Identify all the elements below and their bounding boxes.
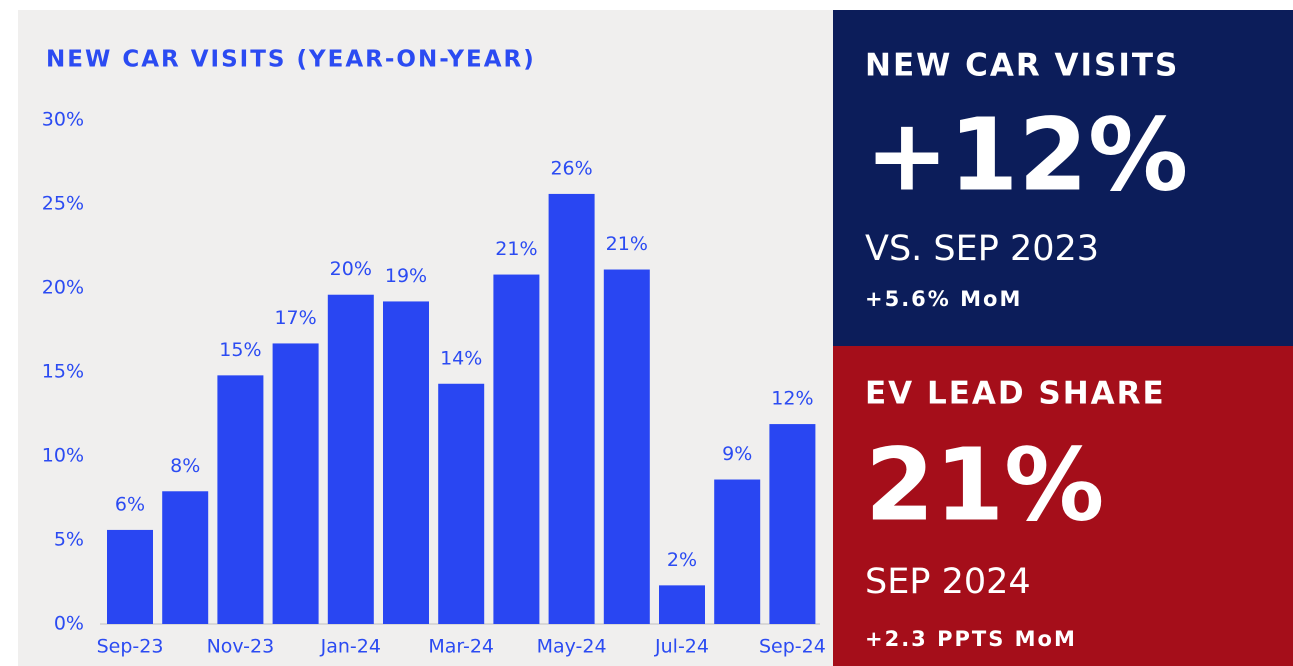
bar [769,424,816,624]
bar [162,491,209,624]
bar [217,375,264,624]
x-tick-label: Jul-24 [654,636,709,658]
y-tick-label: 20% [42,277,84,299]
value-label: 8% [170,455,200,477]
bar [438,383,485,624]
value-label: 12% [771,388,813,410]
bar [659,585,705,624]
panel-subtitle: SEP 2024 [865,562,1031,602]
y-tick-label: 10% [42,445,84,467]
value-label: 21% [495,238,537,260]
value-label: 15% [219,339,261,361]
panel-note: +2.3 PPTS MoM [865,627,1077,651]
y-tick-label: 5% [54,529,84,551]
bar [107,529,153,624]
chart-title: NEW CAR VISITS (YEAR-ON-YEAR) [46,47,536,73]
x-tick-label: Sep-24 [759,636,826,658]
value-label: 21% [606,233,648,255]
value-label: 14% [440,347,482,369]
x-tick-label: Jan-24 [320,636,381,658]
x-tick-label: May-24 [537,636,607,658]
panel-subtitle: VS. SEP 2023 [865,229,1099,269]
bar [272,343,319,624]
panel-title: EV LEAD SHARE [865,376,1166,412]
panel-note: +5.6% MoM [865,287,1022,311]
bar [327,294,374,624]
value-label: 19% [385,265,427,287]
value-label: 26% [550,157,592,179]
bar [603,269,650,624]
panel-title: NEW CAR VISITS [865,48,1179,84]
x-tick-label: Sep-23 [97,636,164,658]
bar [548,193,595,625]
y-tick-label: 0% [54,613,84,635]
value-label: 20% [330,258,372,280]
bar [383,301,429,624]
bar [493,274,540,624]
value-label: 2% [667,549,697,571]
panel-red [833,346,1293,666]
y-tick-label: 15% [42,361,84,383]
panel-navy [833,10,1293,346]
x-tick-label: Mar-24 [428,636,494,658]
panel-value: 21% [865,426,1104,543]
value-label: 17% [274,307,316,329]
y-tick-label: 30% [42,109,84,131]
y-tick-label: 25% [42,193,84,215]
value-label: 6% [115,493,145,515]
x-tick-label: Nov-23 [207,636,275,658]
value-label: 9% [722,443,752,465]
bar [714,479,761,624]
panel-value: +12% [865,96,1188,213]
